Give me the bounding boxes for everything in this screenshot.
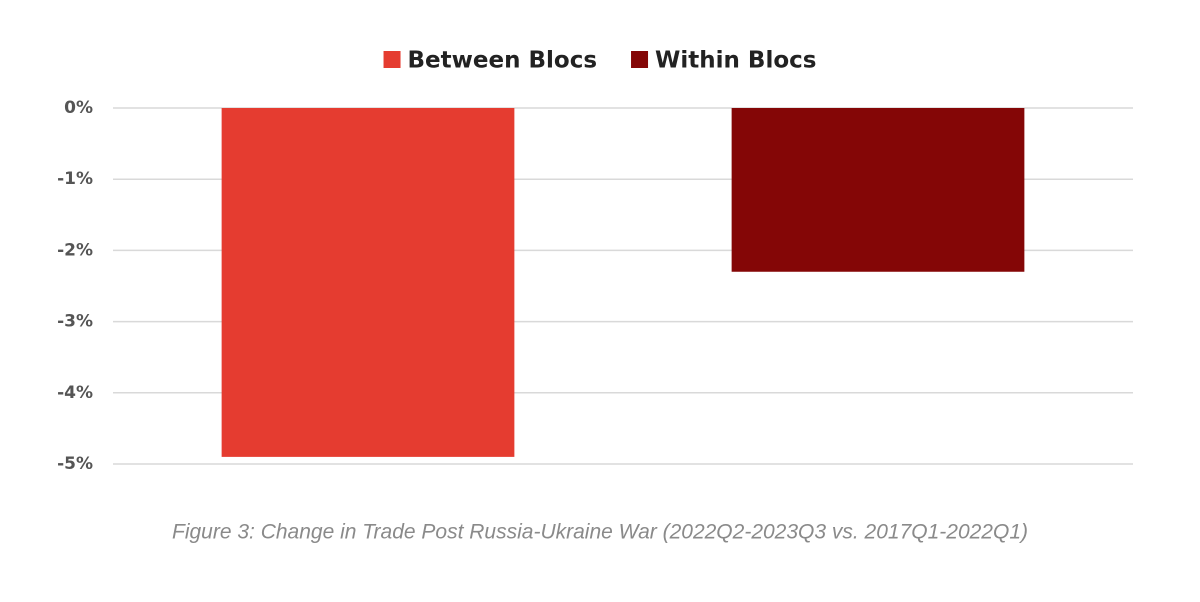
bar	[221, 108, 515, 457]
bar	[731, 108, 1025, 272]
y-tick-label: -3%	[57, 312, 93, 332]
chart-caption: Figure 3: Change in Trade Post Russia-Uk…	[172, 521, 1028, 544]
legend-swatch	[383, 51, 401, 68]
y-tick-label: -2%	[57, 240, 93, 260]
y-tick-label: -5%	[57, 454, 93, 474]
y-tick-label: 0%	[64, 98, 93, 118]
legend-label: Between Blocs	[408, 48, 598, 74]
y-tick-label: -4%	[57, 383, 93, 403]
legend-swatch	[631, 51, 649, 68]
y-tick-label: -1%	[57, 169, 93, 189]
legend-label: Within Blocs	[655, 48, 816, 74]
